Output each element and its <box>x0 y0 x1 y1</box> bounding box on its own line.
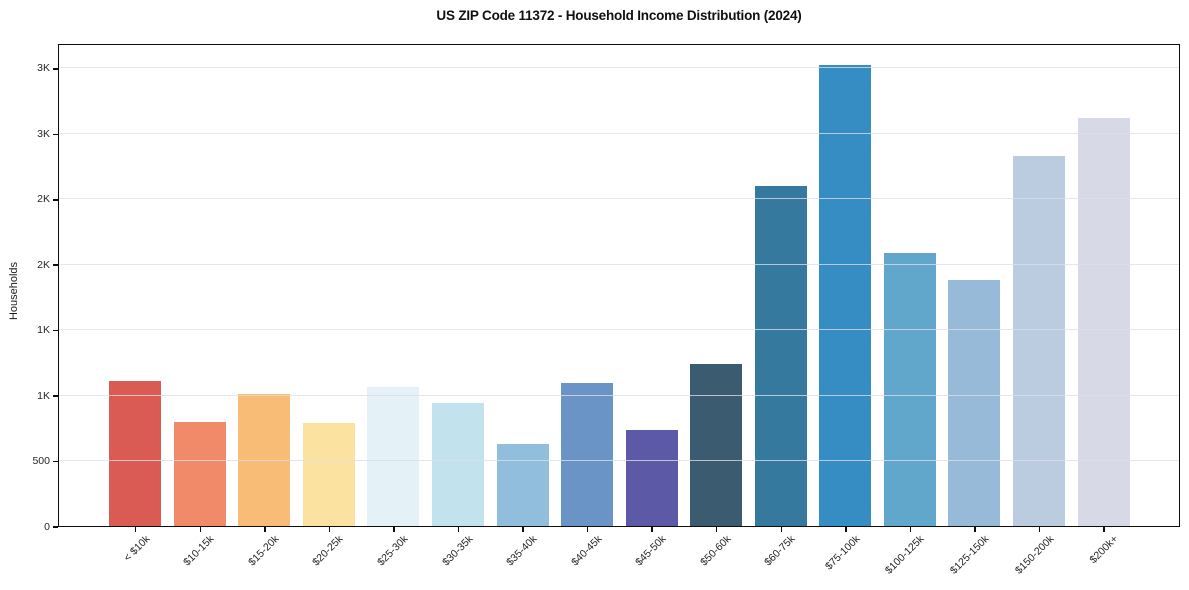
y-tick-mark <box>53 68 58 70</box>
x-tick-mark <box>1038 527 1041 532</box>
x-tick-mark <box>974 527 976 532</box>
bar-10k <box>109 381 162 526</box>
y-tick-label: 0 <box>44 520 50 533</box>
y-tick-mark <box>53 526 58 528</box>
x-tick-mark <box>264 527 266 532</box>
x-tick-mark <box>1103 527 1105 532</box>
x-tick-mark <box>586 527 589 532</box>
bar-150-200k <box>1013 156 1066 526</box>
bar-40-45k <box>561 382 614 526</box>
y-tick-label: 2K <box>37 193 50 206</box>
gridline-2000 <box>59 263 1179 265</box>
gridline-500 <box>59 460 1179 462</box>
y-tick-label: 500 <box>32 455 50 468</box>
x-tick-mark <box>909 527 912 532</box>
y-tick-mark <box>53 264 58 266</box>
bar-20-25k <box>302 422 355 526</box>
y-tick-label: 3K <box>37 62 50 75</box>
bar-75-100k <box>819 65 872 526</box>
x-tick-mark <box>522 527 524 532</box>
gridline-1000 <box>59 394 1179 396</box>
bar-10-15k <box>173 421 226 526</box>
bar-200k <box>1077 118 1130 526</box>
x-tick-label: < $10k <box>121 533 153 564</box>
bar-30-35k <box>432 402 484 526</box>
bar-60-75k <box>754 186 807 526</box>
bar-50-60k <box>690 363 743 526</box>
x-tick-mark <box>457 527 460 532</box>
plot-area <box>58 44 1180 527</box>
x-tick-mark <box>134 527 137 532</box>
y-tick-mark <box>53 395 58 397</box>
bar-125-150k <box>948 279 1001 526</box>
chart-title: US ZIP Code 11372 - Household Income Dis… <box>436 8 802 23</box>
y-tick-mark <box>53 133 58 136</box>
x-tick-mark <box>845 527 847 532</box>
gridline-1500 <box>59 329 1179 331</box>
x-tick-mark <box>328 527 331 532</box>
y-tick-mark <box>53 199 58 201</box>
y-tick-label: 2K <box>37 258 50 271</box>
gridline-3500 <box>59 67 1179 69</box>
gridline-2500 <box>59 198 1179 200</box>
y-tick-mark <box>53 329 58 332</box>
y-tick-mark <box>53 460 58 463</box>
x-tick-mark <box>393 527 395 532</box>
bar-100-125k <box>883 253 936 526</box>
bar-35-40k <box>496 443 549 526</box>
y-tick-label: 3K <box>37 127 50 140</box>
bar-45-50k <box>625 430 678 526</box>
y-tick-label: 1K <box>37 324 50 337</box>
y-tick-label: 1K <box>37 389 50 402</box>
x-tick-mark <box>715 527 718 532</box>
x-tick-mark <box>780 527 783 532</box>
bar-25-30k <box>367 386 420 526</box>
x-tick-mark <box>651 527 653 532</box>
gridline-3000 <box>59 132 1179 134</box>
x-tick-mark <box>199 527 201 532</box>
